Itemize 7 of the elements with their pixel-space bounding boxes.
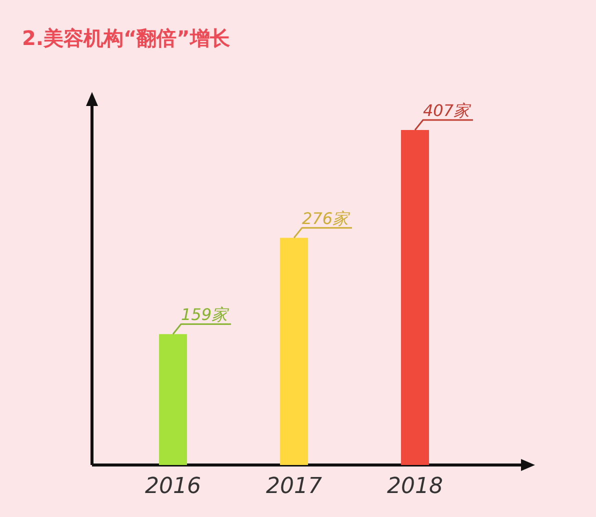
data-label: 407家 [423, 101, 472, 120]
x-tick-label: 2017 [266, 474, 322, 499]
data-label: 159家 [181, 305, 230, 324]
x-tick-label: 2018 [387, 474, 443, 499]
data-label: 276家 [302, 208, 351, 228]
x-tick-label: 2016 [145, 474, 201, 499]
chart-title: 2.美容机构“翻倍”增长 [22, 26, 231, 50]
